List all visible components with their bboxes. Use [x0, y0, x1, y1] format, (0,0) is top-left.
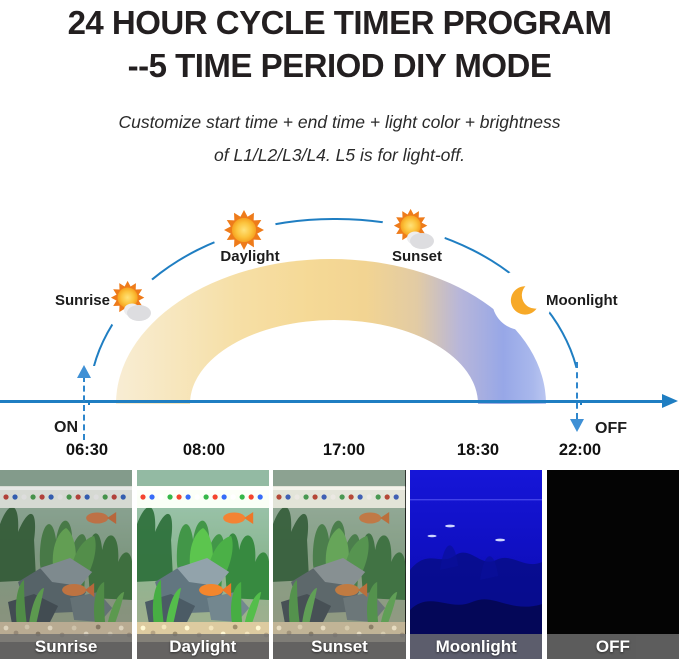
photo-label: Daylight — [136, 634, 269, 659]
up-arrow-icon — [77, 365, 91, 378]
photo-label: Sunset — [273, 634, 406, 659]
preview-photo-daylight: Daylight — [136, 470, 269, 659]
timeline-axis — [0, 400, 664, 403]
phase-label-moonlight: Moonlight — [546, 292, 618, 309]
sun-behind-cloud-icon — [110, 280, 151, 321]
crescent-moon-icon — [510, 286, 537, 315]
phase-icon-sunrise — [101, 271, 161, 331]
preview-photo-sunset: Sunset — [273, 470, 406, 659]
subtitle-line-2: of L1/L2/L3/L4. L5 is for light-off. — [214, 145, 465, 165]
phase-icon-sunset — [382, 197, 446, 261]
title-line-1: 24 HOUR CYCLE TIMER PROGRAM — [67, 4, 612, 41]
time-label-1700: 17:00 — [322, 441, 366, 459]
title-line-2: --5 TIME PERIOD DIY MODE — [127, 47, 552, 84]
on-label: ON — [54, 419, 78, 436]
aquarium-photo — [273, 470, 406, 659]
phase-label-daylight: Daylight — [220, 248, 280, 265]
phase-label-sunset: Sunset — [391, 248, 442, 265]
phase-icon-moonlight — [492, 270, 552, 330]
aquarium-photo-moonlight — [410, 470, 543, 659]
time-label-0800: 08:00 — [182, 441, 226, 459]
preview-photo-off: OFF — [546, 470, 679, 659]
preview-photo-moonlight: Moonlight — [410, 470, 543, 659]
timeline-arrow-icon — [662, 394, 678, 408]
on-marker-line — [83, 376, 85, 440]
time-label-0630: 06:30 — [65, 441, 109, 459]
off-label: OFF — [595, 420, 627, 437]
preview-photo-sunrise: Sunrise — [0, 470, 133, 659]
time-label-2200: 22:00 — [558, 441, 602, 459]
photo-label: Sunrise — [0, 634, 133, 659]
aquarium-photo — [136, 470, 269, 659]
sun-behind-cloud-icon — [393, 208, 434, 249]
subtitle-line-1: Customize start time + end time + light … — [118, 112, 561, 132]
down-arrow-icon — [570, 419, 584, 432]
aquarium-photo — [0, 470, 133, 659]
time-label-1830: 18:30 — [456, 441, 500, 459]
light-mode-preview-strip: Sunrise Daylight Sunset Moonlight OFF — [0, 470, 679, 659]
phase-label-sunrise: Sunrise — [54, 292, 110, 309]
photo-label: Moonlight — [410, 634, 543, 659]
off-marker-line — [576, 362, 578, 419]
phase-icon-daylight — [212, 198, 276, 262]
sun-icon — [224, 210, 264, 250]
photo-label: OFF — [546, 634, 679, 659]
